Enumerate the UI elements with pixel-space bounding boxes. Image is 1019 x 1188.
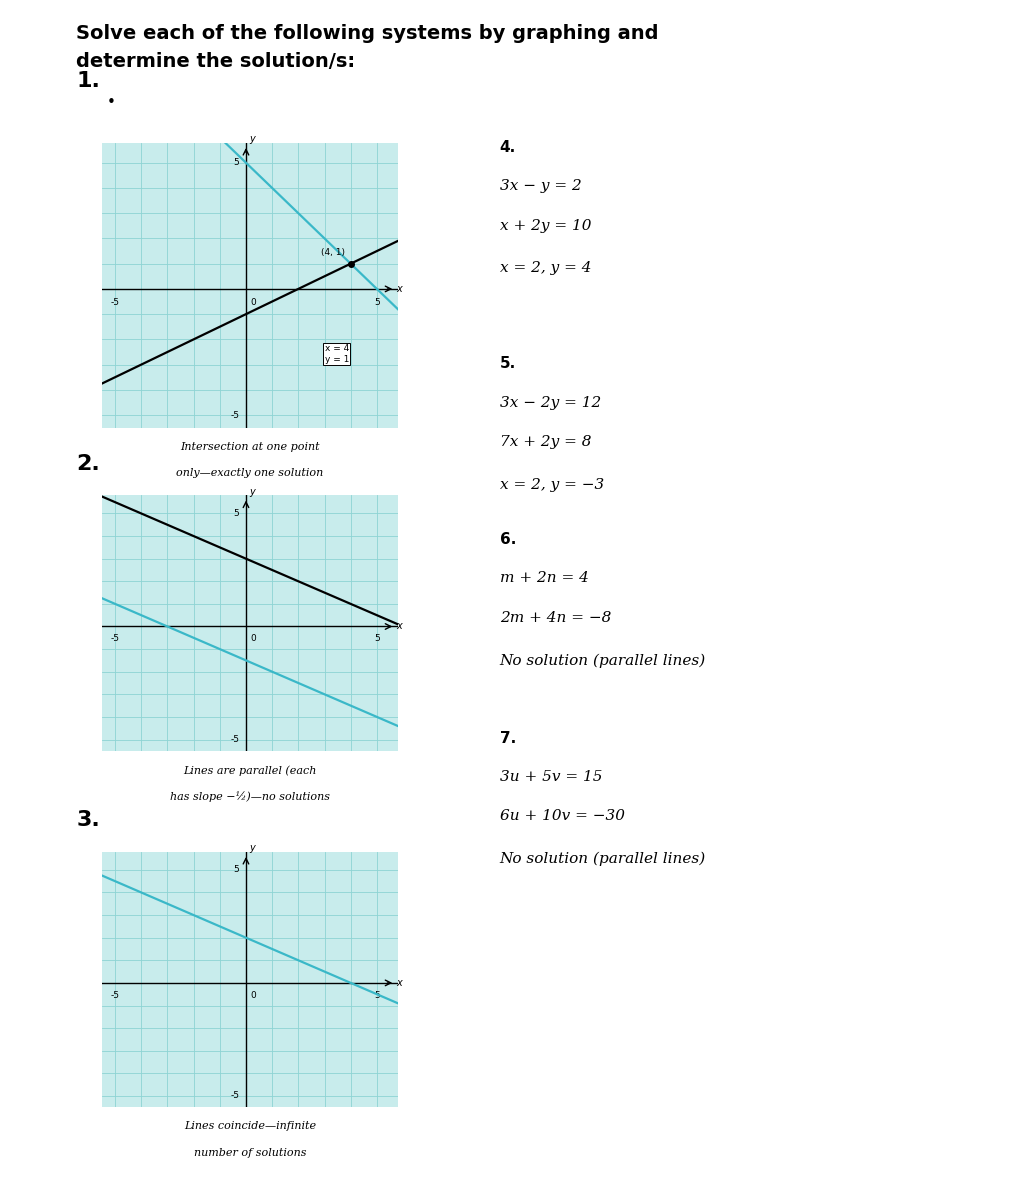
Text: -5: -5	[110, 991, 119, 1000]
Text: 5: 5	[233, 158, 239, 168]
Text: -5: -5	[230, 411, 239, 419]
Text: y: y	[249, 134, 255, 144]
Text: 5: 5	[374, 298, 379, 307]
Text: 6.: 6.	[499, 532, 516, 548]
Text: -5: -5	[230, 1092, 239, 1100]
Text: m + 2n = 4: m + 2n = 4	[499, 571, 588, 586]
Text: 3x − 2y = 12: 3x − 2y = 12	[499, 396, 600, 410]
Text: 1.: 1.	[76, 71, 100, 91]
Text: 3x − y = 2: 3x − y = 2	[499, 179, 581, 194]
Text: 7x + 2y = 8: 7x + 2y = 8	[499, 435, 591, 449]
Text: x = 2, y = −3: x = 2, y = −3	[499, 478, 603, 492]
Text: No solution (parallel lines): No solution (parallel lines)	[499, 653, 705, 668]
Text: Lines are parallel (each: Lines are parallel (each	[183, 765, 316, 776]
Text: 7.: 7.	[499, 731, 516, 746]
Text: has slope −½)—no solutions: has slope −½)—no solutions	[170, 791, 329, 802]
Text: -5: -5	[230, 735, 239, 744]
Text: 2.: 2.	[76, 454, 100, 474]
Text: 5.: 5.	[499, 356, 516, 372]
Text: x + 2y = 10: x + 2y = 10	[499, 219, 591, 233]
Text: 0: 0	[250, 634, 256, 644]
Text: x = 4
y = 1: x = 4 y = 1	[324, 345, 348, 364]
Text: •: •	[107, 95, 116, 110]
Text: Solve each of the following systems by graphing and: Solve each of the following systems by g…	[76, 24, 658, 43]
Text: determine the solution/s:: determine the solution/s:	[76, 52, 356, 71]
Text: x = 2, y = 4: x = 2, y = 4	[499, 261, 591, 276]
Text: 5: 5	[374, 634, 379, 644]
Text: -5: -5	[110, 298, 119, 307]
Text: 6u + 10v = −30: 6u + 10v = −30	[499, 809, 625, 823]
Text: only—exactly one solution: only—exactly one solution	[176, 468, 323, 478]
Text: 5: 5	[233, 865, 239, 874]
Text: 4.: 4.	[499, 140, 516, 156]
Text: x: x	[396, 978, 401, 988]
Text: -5: -5	[110, 634, 119, 644]
Text: x: x	[396, 621, 401, 632]
Text: y: y	[249, 487, 255, 497]
Text: 2m + 4n = −8: 2m + 4n = −8	[499, 611, 610, 625]
Text: 3.: 3.	[76, 810, 100, 830]
Text: 5: 5	[374, 991, 379, 1000]
Text: No solution (parallel lines): No solution (parallel lines)	[499, 852, 705, 866]
Text: number of solutions: number of solutions	[194, 1148, 306, 1157]
Text: 3u + 5v = 15: 3u + 5v = 15	[499, 770, 601, 784]
Text: Lines coincide—infinite: Lines coincide—infinite	[183, 1121, 316, 1131]
Text: y: y	[249, 843, 255, 853]
Text: 0: 0	[250, 298, 256, 307]
Text: x: x	[396, 284, 401, 293]
Text: Intersection at one point: Intersection at one point	[180, 442, 319, 451]
Text: 0: 0	[250, 991, 256, 1000]
Text: (4, 1): (4, 1)	[321, 248, 345, 258]
Text: 5: 5	[233, 508, 239, 518]
